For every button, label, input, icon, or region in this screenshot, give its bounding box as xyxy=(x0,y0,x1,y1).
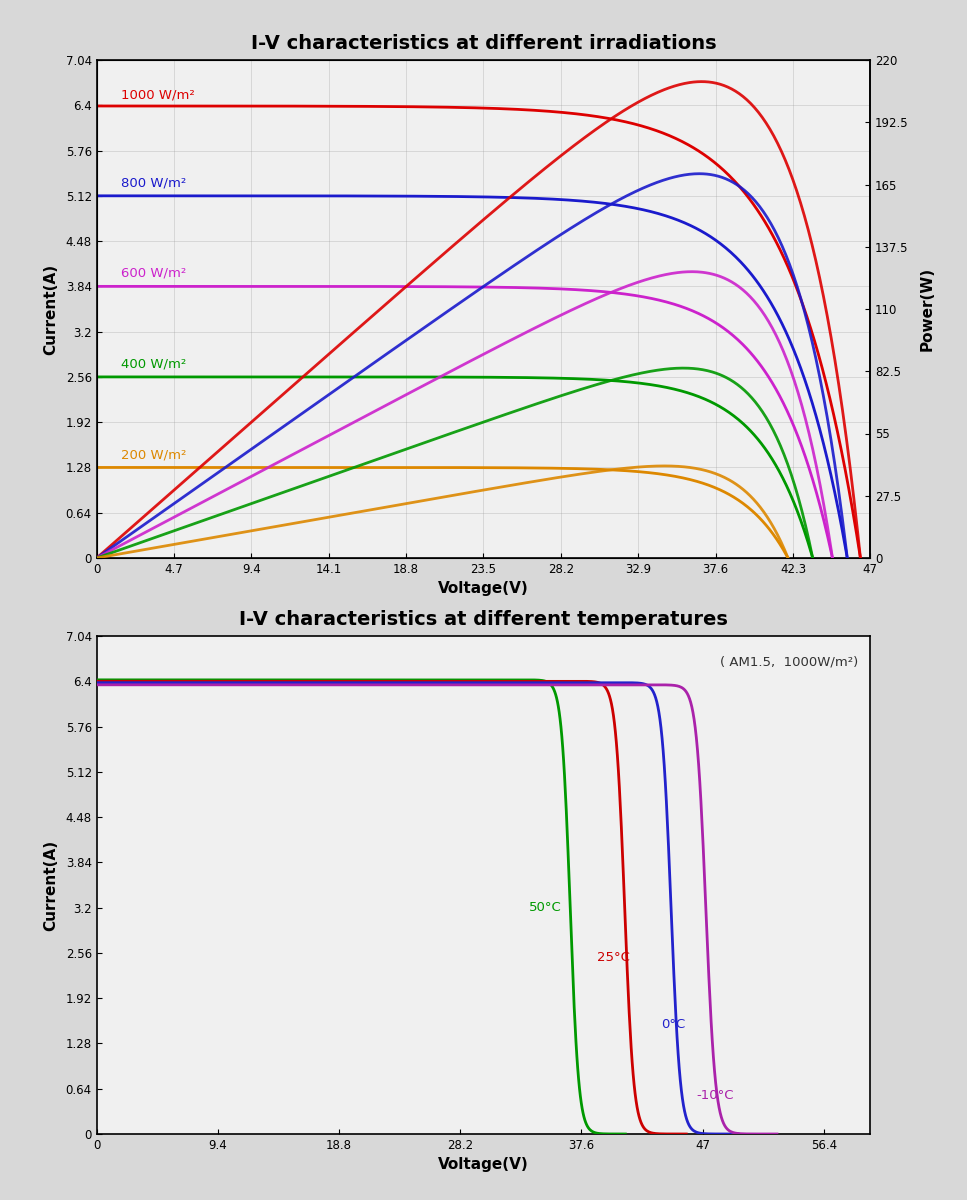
Title: I-V characteristics at different irradiations: I-V characteristics at different irradia… xyxy=(250,34,717,53)
Title: I-V characteristics at different temperatures: I-V characteristics at different tempera… xyxy=(239,610,728,629)
Text: 1000 W/m²: 1000 W/m² xyxy=(122,88,195,101)
Text: 600 W/m²: 600 W/m² xyxy=(122,266,187,280)
X-axis label: Voltage(V): Voltage(V) xyxy=(438,582,529,596)
Text: 50°C: 50°C xyxy=(529,901,562,914)
Y-axis label: Current(A): Current(A) xyxy=(44,264,59,354)
Text: -10°C: -10°C xyxy=(696,1088,734,1102)
X-axis label: Voltage(V): Voltage(V) xyxy=(438,1158,529,1172)
Text: 400 W/m²: 400 W/m² xyxy=(122,358,187,371)
Text: ( AM1.5,  1000W/m²): ( AM1.5, 1000W/m²) xyxy=(720,656,859,668)
Text: 0°C: 0°C xyxy=(661,1018,686,1031)
Y-axis label: Power(W): Power(W) xyxy=(920,266,935,352)
Text: 200 W/m²: 200 W/m² xyxy=(122,448,187,461)
Text: 25°C: 25°C xyxy=(597,950,630,964)
Y-axis label: Current(A): Current(A) xyxy=(44,840,59,930)
Text: 800 W/m²: 800 W/m² xyxy=(122,176,187,190)
